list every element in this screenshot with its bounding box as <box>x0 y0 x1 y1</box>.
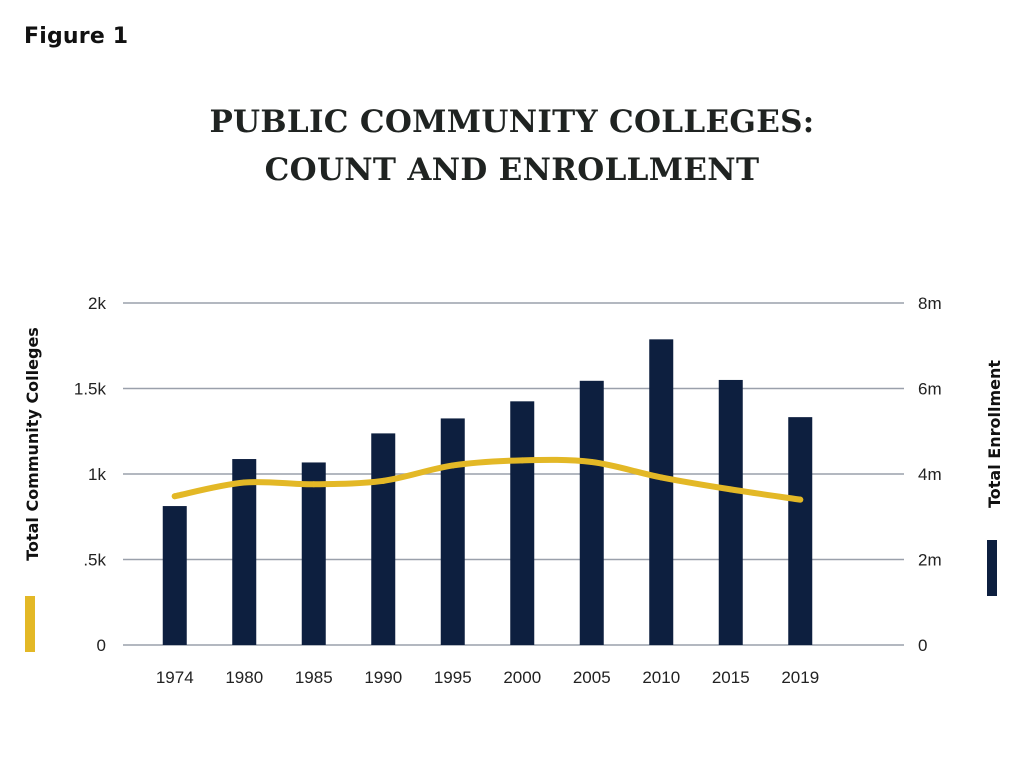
line-point-2019 <box>797 496 804 503</box>
right-tick-label-4: 8m <box>918 294 942 313</box>
x-tick-label-2005: 2005 <box>573 668 611 687</box>
bar-2015 <box>718 379 743 645</box>
bar-1985 <box>301 462 326 645</box>
line-point-1985 <box>310 481 317 488</box>
chart-title-line-1: PUBLIC COMMUNITY COLLEGES: <box>209 104 815 140</box>
left-tick-label-2: 1k <box>88 465 106 484</box>
bar-1990 <box>371 433 396 645</box>
left-tick-label-1: .5k <box>83 551 106 570</box>
line-point-2000 <box>519 457 526 464</box>
line-point-2015 <box>727 486 734 493</box>
left-tick-label-0: 0 <box>97 636 106 655</box>
x-tick-label-1990: 1990 <box>364 668 402 687</box>
x-tick-label-2015: 2015 <box>712 668 750 687</box>
line-point-2010 <box>658 474 665 481</box>
bar-2010 <box>649 339 674 645</box>
x-tick-label-1995: 1995 <box>434 668 472 687</box>
right-axis-title: Total Enrollment <box>985 360 1004 508</box>
right-axis-legend-swatch <box>987 540 997 596</box>
line-point-2005 <box>588 459 595 466</box>
chart-title-line-2: COUNT AND ENROLLMENT <box>264 152 760 188</box>
line-point-1995 <box>449 462 456 469</box>
left-axis-title: Total Community Colleges <box>23 327 42 561</box>
left-axis-legend-swatch <box>25 596 35 652</box>
line-point-1974 <box>171 493 178 500</box>
bar-1974 <box>162 506 187 645</box>
line-layer <box>171 456 804 503</box>
right-axis-ticks: 0 2m 4m 6m 8m <box>918 294 942 655</box>
right-tick-label-2: 4m <box>918 465 942 484</box>
x-tick-label-2019: 2019 <box>781 668 819 687</box>
line-point-1990 <box>380 477 387 484</box>
bars-layer <box>162 339 813 645</box>
x-tick-label-2010: 2010 <box>642 668 680 687</box>
left-tick-label-4: 2k <box>88 294 106 313</box>
right-tick-label-1: 2m <box>918 551 942 570</box>
left-axis-ticks: 0 .5k 1k 1.5k 2k <box>74 294 107 655</box>
x-tick-label-2000: 2000 <box>503 668 541 687</box>
colleges-line <box>171 456 804 503</box>
bar-2005 <box>579 380 604 645</box>
left-tick-label-3: 1.5k <box>74 380 107 399</box>
bar-2019 <box>788 417 813 645</box>
x-tick-label-1974: 1974 <box>156 668 194 687</box>
bar-2000 <box>510 401 535 645</box>
x-tick-label-1980: 1980 <box>225 668 263 687</box>
figure-label: Figure 1 <box>24 24 129 49</box>
line-point-1980 <box>241 479 248 486</box>
x-axis-ticks: 1974 1980 1985 1990 1995 2000 2005 2010 2015 2019 <box>156 668 819 687</box>
bar-1995 <box>440 418 465 645</box>
x-tick-label-1985: 1985 <box>295 668 333 687</box>
bar-1980 <box>232 459 257 645</box>
right-tick-label-3: 6m <box>918 380 942 399</box>
right-tick-label-0: 0 <box>918 636 927 655</box>
